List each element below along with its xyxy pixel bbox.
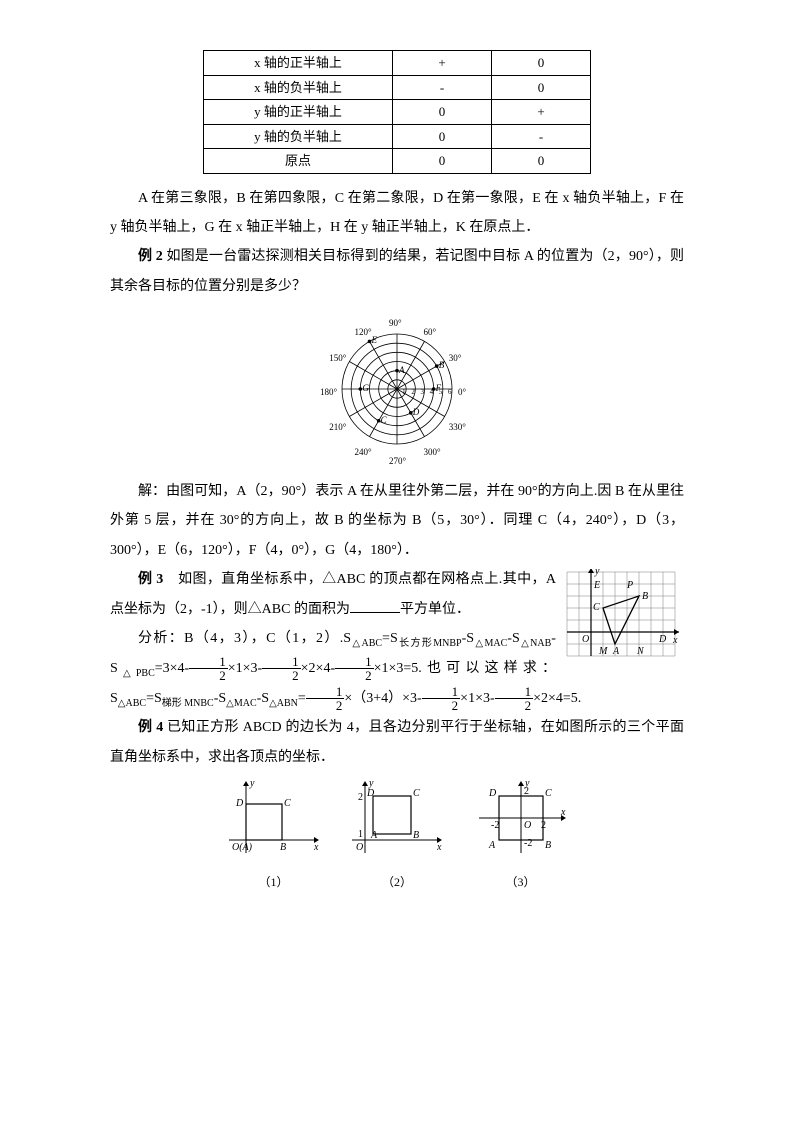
svg-text:O: O [582,634,589,645]
svg-text:B: B [545,840,551,851]
svg-text:x: x [436,842,442,853]
svg-text:2: 2 [541,820,546,831]
svg-text:C: C [545,788,552,799]
svg-text:O: O [356,842,363,853]
svg-text:P: P [626,580,633,591]
svg-text:N: N [636,646,645,657]
svg-text:-2: -2 [524,838,532,849]
ex4-title: 例 4 [138,720,163,735]
svg-text:D: D [235,798,244,809]
radar-figure: 0°30°60°90°120°150°180°210°240°270°300°3… [110,309,684,469]
table-row: x 轴的负半轴上-0 [204,75,591,100]
paragraph-quadrants: A 在第三象限，B 在第四象限，C 在第二象限，D 在第一象限，E 在 x 轴负… [110,184,684,243]
ex3-title: 例 3 [138,572,163,587]
ex2-text: 如图是一台雷达探测相关目标得到的结果，若记图中目标 A 的位置为（2，90°），… [110,249,684,293]
svg-text:E: E [593,580,600,591]
svg-text:2: 2 [524,786,529,797]
ex4-text: 已知正方形 ABCD 的边长为 4，且各边分别平行于坐标轴，在如图所示的三个平面… [110,720,684,764]
table-row: y 轴的正半轴上0+ [204,100,591,125]
svg-text:D: D [366,788,375,799]
grid-figure: Ox y A B C M N P E D [564,569,684,676]
ex2-title: 例 2 [138,249,163,264]
svg-text:2: 2 [358,792,363,803]
svg-text:C: C [413,788,420,799]
table-row: 原点00 [204,149,591,174]
svg-text:x: x [313,842,319,853]
svg-text:O(A): O(A) [232,842,253,853]
svg-text:A: A [488,840,496,851]
svg-text:M: M [598,646,608,657]
axis-sign-table: x 轴的正半轴上+0 x 轴的负半轴上-0 y 轴的正半轴上0+ y 轴的负半轴… [203,50,591,174]
table-row: y 轴的负半轴上0- [204,124,591,149]
ex3-lead: 如图，直角坐标系中，△ABC 的顶点都在网格点上.其中，A 点坐标为（2，-1）… [110,572,556,616]
svg-text:y: y [594,569,600,577]
svg-text:x: x [560,807,566,818]
svg-text:-2: -2 [491,820,499,831]
table-row: x 轴的正半轴上+0 [204,51,591,76]
svg-text:y: y [249,778,255,789]
svg-text:B: B [280,842,286,853]
blank-answer [350,598,400,613]
example-2: 例 2 如图是一台雷达探测相关目标得到的结果，若记图中目标 A 的位置为（2，9… [110,242,684,301]
svg-text:B: B [642,591,648,602]
svg-text:A: A [612,646,620,657]
svg-text:A: A [370,830,378,841]
svg-text:B: B [413,830,419,841]
ex3-tail: 平方单位． [400,602,470,617]
svg-text:C: C [593,602,600,613]
svg-text:C: C [284,798,291,809]
fraction-icon: 12 [189,655,228,682]
svg-text:1: 1 [358,829,363,840]
three-coordinate-figures: yxO(A)BDC（1） yxO12ABDC（2） yxO-22-22DCAB（… [110,778,684,895]
svg-text:D: D [658,634,667,645]
svg-text:O: O [524,820,531,831]
svg-text:x: x [672,635,678,646]
solution-2: 解：由图可知，A（2，90°）表示 A 在从里往外第二层，并在 90°的方向上.… [110,477,684,565]
example-4: 例 4 已知正方形 ABCD 的边长为 4，且各边分别平行于坐标轴，在如图所示的… [110,713,684,772]
svg-text:D: D [488,788,497,799]
